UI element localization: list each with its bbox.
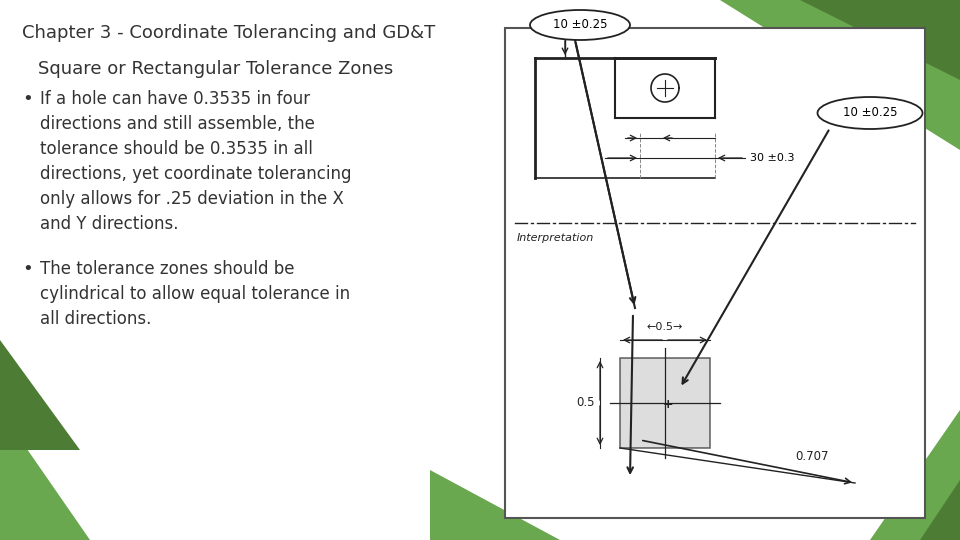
Ellipse shape [818, 97, 923, 129]
Ellipse shape [530, 10, 630, 40]
Polygon shape [800, 0, 960, 80]
Polygon shape [430, 470, 560, 540]
Polygon shape [920, 480, 960, 540]
Text: ←0.5→: ←0.5→ [647, 322, 684, 332]
Text: •: • [22, 90, 33, 108]
Bar [505, 28, 925, 518]
Text: 30 ±0.3: 30 ±0.3 [750, 153, 795, 163]
Text: •: • [22, 260, 33, 278]
Bar [620, 358, 710, 448]
Text: The tolerance zones should be
cylindrical to allow equal tolerance in
all direct: The tolerance zones should be cylindrica… [40, 260, 350, 328]
Text: Square or Rectangular Tolerance Zones: Square or Rectangular Tolerance Zones [38, 60, 394, 78]
Text: +: + [662, 399, 673, 411]
Polygon shape [0, 340, 80, 450]
Polygon shape [720, 0, 960, 150]
Text: 10 ±0.25: 10 ±0.25 [553, 18, 608, 31]
Text: 10 ±0.25: 10 ±0.25 [843, 106, 898, 119]
Text: 0.707: 0.707 [795, 450, 828, 463]
Polygon shape [0, 410, 90, 540]
Text: Interpretation: Interpretation [517, 233, 594, 243]
Text: Chapter 3 - Coordinate Tolerancing and GD&T: Chapter 3 - Coordinate Tolerancing and G… [22, 24, 435, 42]
Polygon shape [870, 410, 960, 540]
Text: 0.5: 0.5 [577, 396, 595, 409]
Text: If a hole can have 0.3535 in four
directions and still assemble, the
tolerance s: If a hole can have 0.3535 in four direct… [40, 90, 351, 233]
